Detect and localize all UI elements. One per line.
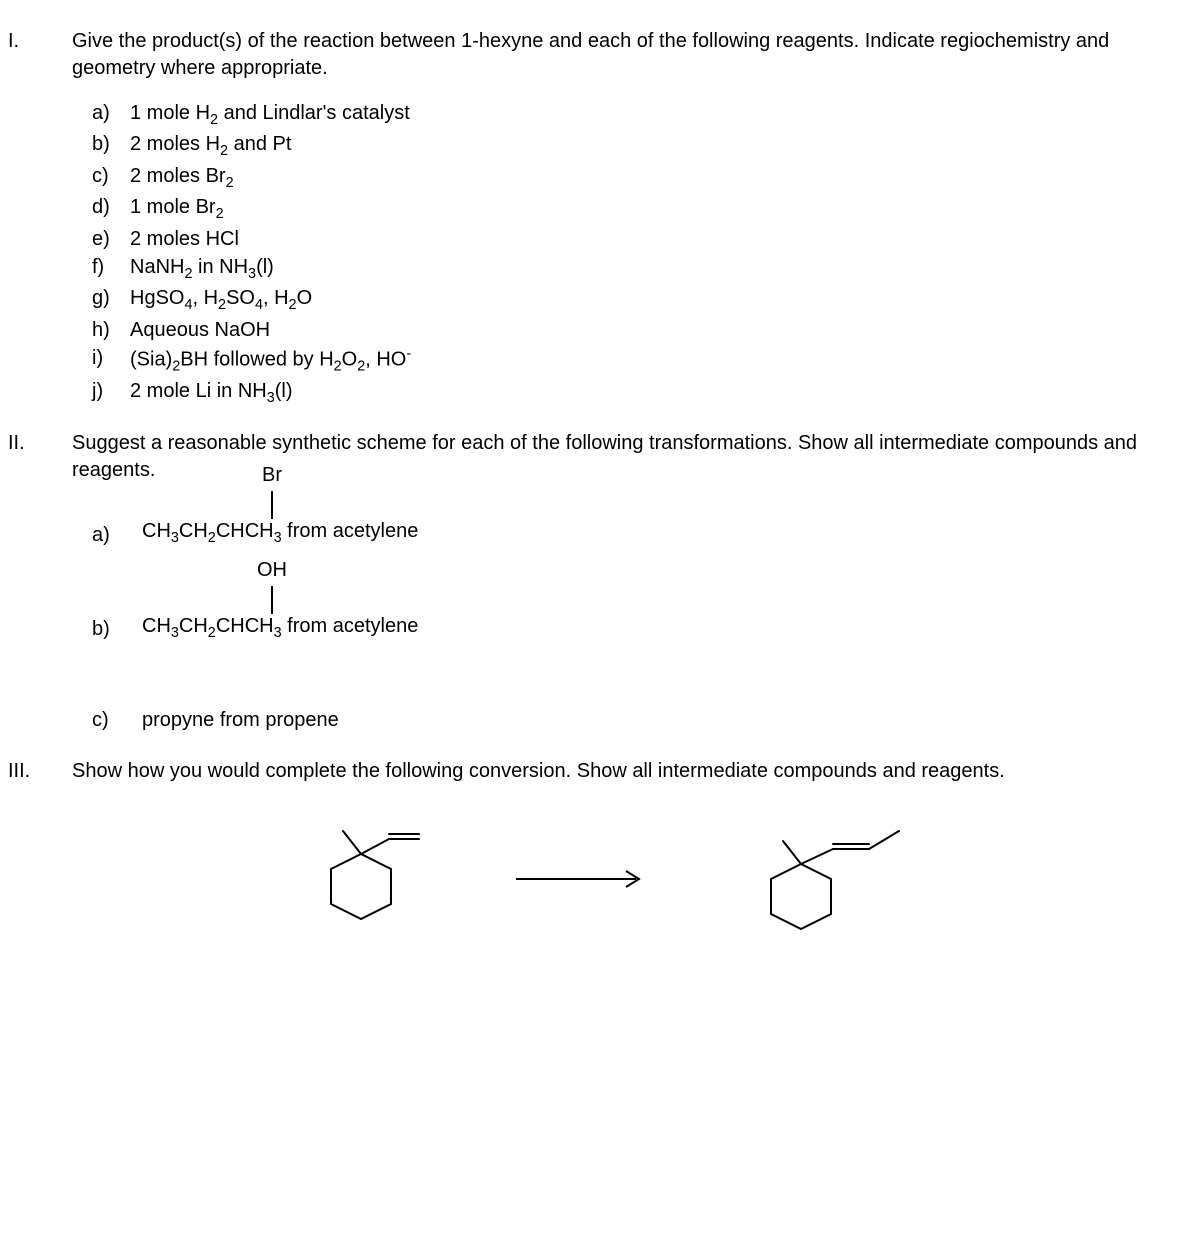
list-item: f) NaNH2 in NH3(l) — [92, 254, 1162, 284]
item-letter: h) — [92, 317, 116, 344]
product-structure — [711, 809, 931, 949]
item-letter: j) — [92, 378, 116, 408]
item-text: 1 mole H2 and Lindlar's catalyst — [130, 100, 410, 130]
item-text: 1 mole Br2 — [130, 194, 224, 224]
item-text: Aqueous NaOH — [130, 317, 270, 344]
part1-intro: I.Give the product(s) of the reaction be… — [40, 28, 1162, 82]
item-letter: b) — [92, 131, 116, 161]
item-letter: b) — [92, 616, 116, 643]
list-item: a) BrCH3CH2CHCH3 from acetylene — [92, 518, 1162, 548]
reactant-structure — [271, 809, 451, 949]
list-item: g) HgSO4, H2SO4, H2O — [92, 285, 1162, 315]
formula-text: CH3CH2CHCH3 from acetylene — [142, 615, 418, 637]
item-body: OHCH3CH2CHCH3 from acetylene — [142, 613, 418, 643]
item-text: NaNH2 in NH3(l) — [130, 254, 274, 284]
list-item: c) 2 moles Br2 — [92, 163, 1162, 193]
item-letter: e) — [92, 226, 116, 253]
list-item: j) 2 mole Li in NH3(l) — [92, 378, 1162, 408]
item-text: 2 moles HCl — [130, 226, 239, 253]
part1-text: Give the product(s) of the reaction betw… — [72, 30, 1109, 79]
substituent-label: OH — [257, 557, 287, 614]
part2-intro: II.Suggest a reasonable synthetic scheme… — [40, 430, 1162, 484]
list-item: e) 2 moles HCl — [92, 226, 1162, 253]
item-letter: c) — [92, 707, 116, 734]
list-item: c) propyne from propene — [92, 707, 1162, 734]
part3-text: Show how you would complete the followin… — [72, 760, 1005, 782]
item-letter: a) — [92, 522, 116, 549]
list-item: i) (Sia)2BH followed by H2O2, HO- — [92, 345, 1162, 377]
item-text: HgSO4, H2SO4, H2O — [130, 285, 312, 315]
list-item: b) 2 moles H2 and Pt — [92, 131, 1162, 161]
reaction-arrow-icon — [511, 864, 651, 894]
list-item: b) OHCH3CH2CHCH3 from acetylene — [92, 613, 1162, 643]
item-body: BrCH3CH2CHCH3 from acetylene — [142, 518, 418, 548]
substituent-label: Br — [257, 462, 287, 519]
item-letter: a) — [92, 100, 116, 130]
item-letter: g) — [92, 285, 116, 315]
list-item: a) 1 mole H2 and Lindlar's catalyst — [92, 100, 1162, 130]
item-letter: i) — [92, 345, 116, 377]
part2-list: a)BrCH3CH2CHCH3 from acetyleneb)OHCH3CH2… — [92, 518, 1162, 734]
item-letter: f) — [92, 254, 116, 284]
part1-list: a) 1 mole H2 and Lindlar's catalyst b) 2 mo… — [92, 100, 1162, 408]
part2-text: Suggest a reasonable synthetic scheme fo… — [72, 432, 1137, 481]
item-letter: d) — [92, 194, 116, 224]
part1-roman: I. — [40, 28, 72, 55]
list-item: h) Aqueous NaOH — [92, 317, 1162, 344]
part3-roman: III. — [40, 758, 72, 785]
formula-text: CH3CH2CHCH3 from acetylene — [142, 520, 418, 542]
item-text: 2 moles H2 and Pt — [130, 131, 291, 161]
part3-intro: III.Show how you would complete the foll… — [40, 758, 1162, 785]
item-body: propyne from propene — [142, 707, 339, 734]
part2-roman: II. — [40, 430, 72, 457]
item-letter: c) — [92, 163, 116, 193]
list-item: d) 1 mole Br2 — [92, 194, 1162, 224]
item-text: (Sia)2BH followed by H2O2, HO- — [130, 345, 411, 377]
item-text: 2 mole Li in NH3(l) — [130, 378, 293, 408]
item-text: 2 moles Br2 — [130, 163, 234, 193]
part3-scheme — [40, 809, 1162, 949]
